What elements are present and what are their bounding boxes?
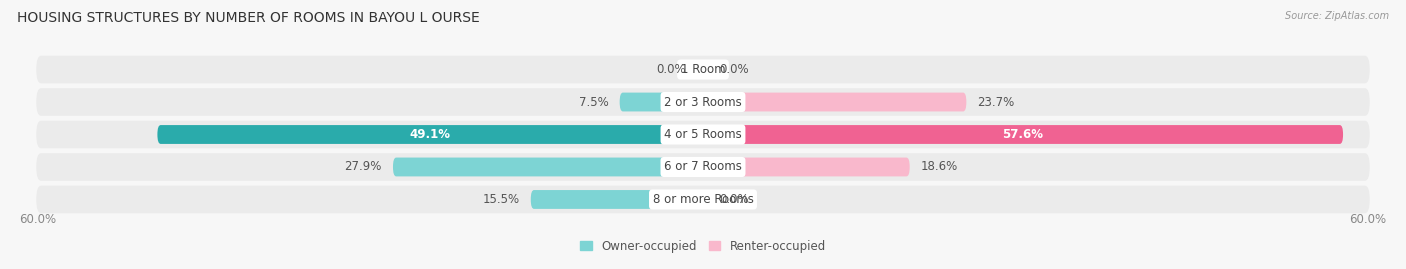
Text: 0.0%: 0.0% [657, 63, 686, 76]
FancyBboxPatch shape [37, 186, 1369, 213]
Text: Source: ZipAtlas.com: Source: ZipAtlas.com [1285, 11, 1389, 21]
FancyBboxPatch shape [37, 121, 1369, 148]
Legend: Owner-occupied, Renter-occupied: Owner-occupied, Renter-occupied [579, 240, 827, 253]
Text: 0.0%: 0.0% [720, 193, 749, 206]
Text: 27.9%: 27.9% [344, 161, 382, 174]
FancyBboxPatch shape [703, 93, 966, 111]
Text: 49.1%: 49.1% [409, 128, 451, 141]
FancyBboxPatch shape [703, 158, 910, 176]
Text: 60.0%: 60.0% [1350, 213, 1386, 226]
Text: 60.0%: 60.0% [20, 213, 56, 226]
FancyBboxPatch shape [392, 158, 703, 176]
Text: 15.5%: 15.5% [482, 193, 520, 206]
FancyBboxPatch shape [37, 153, 1369, 181]
Text: 57.6%: 57.6% [1002, 128, 1043, 141]
Text: 4 or 5 Rooms: 4 or 5 Rooms [664, 128, 742, 141]
FancyBboxPatch shape [37, 88, 1369, 116]
Text: 8 or more Rooms: 8 or more Rooms [652, 193, 754, 206]
Text: 18.6%: 18.6% [921, 161, 957, 174]
FancyBboxPatch shape [703, 125, 1343, 144]
Text: HOUSING STRUCTURES BY NUMBER OF ROOMS IN BAYOU L OURSE: HOUSING STRUCTURES BY NUMBER OF ROOMS IN… [17, 11, 479, 25]
FancyBboxPatch shape [157, 125, 703, 144]
Text: 7.5%: 7.5% [579, 95, 609, 108]
Text: 6 or 7 Rooms: 6 or 7 Rooms [664, 161, 742, 174]
Text: 2 or 3 Rooms: 2 or 3 Rooms [664, 95, 742, 108]
FancyBboxPatch shape [37, 56, 1369, 83]
Text: 23.7%: 23.7% [977, 95, 1015, 108]
Text: 0.0%: 0.0% [720, 63, 749, 76]
FancyBboxPatch shape [620, 93, 703, 111]
FancyBboxPatch shape [531, 190, 703, 209]
Text: 1 Room: 1 Room [681, 63, 725, 76]
